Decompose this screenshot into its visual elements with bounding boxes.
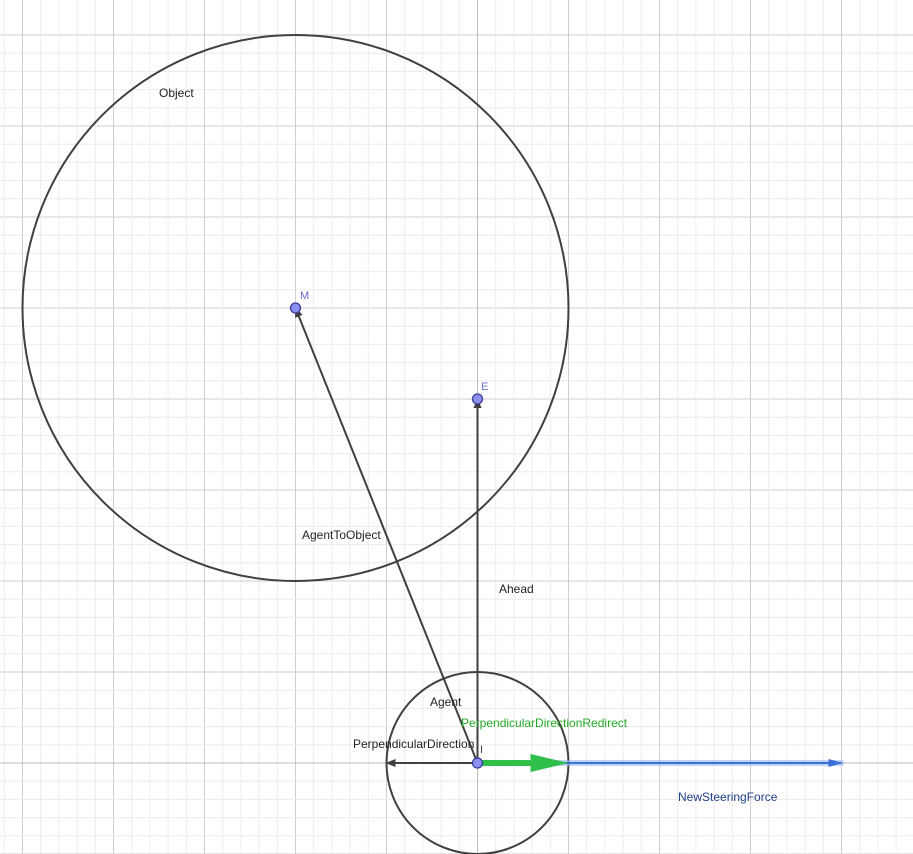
agent-to-object-vector[interactable] (294, 307, 479, 764)
point-e-label: E (481, 381, 488, 393)
agent-to-object-label: AgentToObject (302, 528, 381, 542)
ahead-label: Ahead (499, 582, 534, 596)
point-e[interactable] (471, 393, 484, 405)
point-i-label: I (480, 744, 483, 756)
new-steering-force-label: NewSteeringForce (678, 790, 778, 804)
point-i[interactable] (471, 757, 484, 769)
point-m-label: M (300, 290, 309, 302)
object-circle (21, 34, 570, 582)
point-m[interactable] (289, 302, 302, 314)
perpendicular-direction-redirect-vector[interactable] (477, 754, 569, 772)
perpendicular-direction-label: PerpendicularDirection (353, 737, 474, 751)
agent-label: Agent (430, 695, 462, 709)
object-label: Object (159, 86, 194, 100)
perpendicular-direction-redirect-label: PerpendicularDirectionRedirect (461, 716, 628, 730)
